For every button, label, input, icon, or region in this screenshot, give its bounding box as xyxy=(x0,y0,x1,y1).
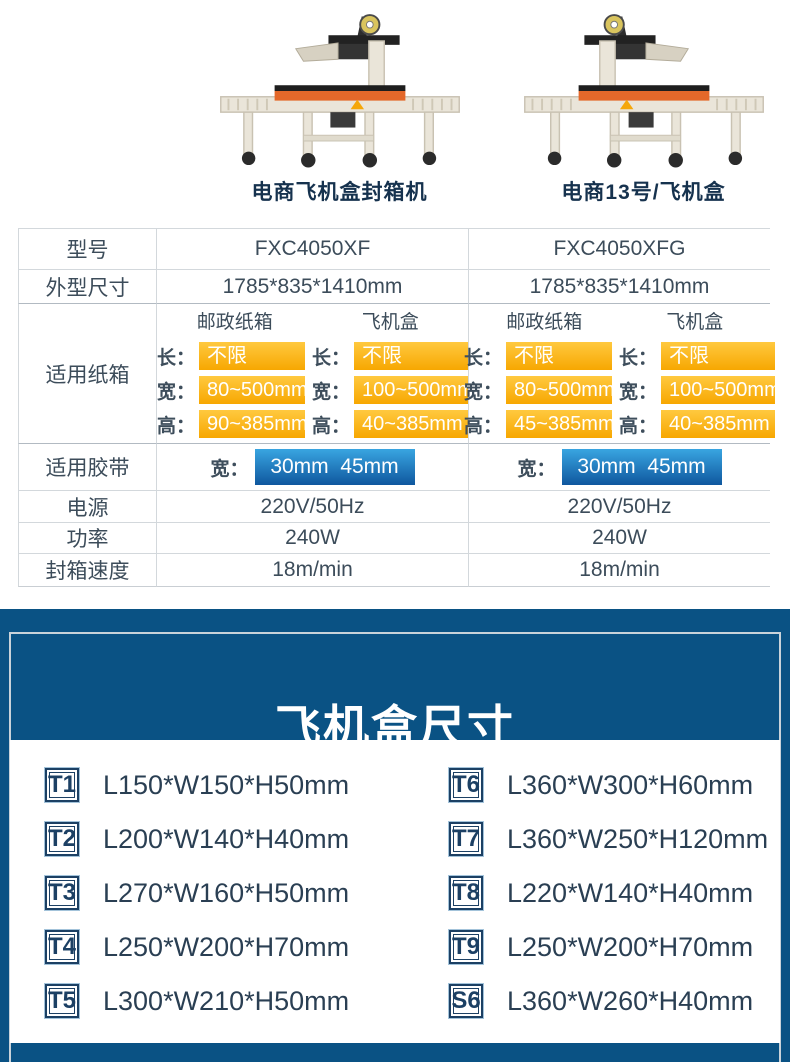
carton-cell-product-1: 邮政纸箱 飞机盒 长： 不限 长： 不限 宽： 80~500mm 宽： 100~… xyxy=(157,303,469,443)
list-item: T3 L270*W160*H50mm xyxy=(10,866,395,920)
spec-label-dimensions: 外型尺寸 xyxy=(18,269,157,303)
box-code-badge: T7 xyxy=(449,822,483,856)
power-value-product-2: 240W xyxy=(469,522,770,553)
postal-box-header: 邮政纸箱 xyxy=(506,312,583,333)
postal-box-header: 邮政纸箱 xyxy=(196,312,273,333)
speed-value-product-1: 18m/min xyxy=(157,553,469,587)
airplane-width-chip: 100~500mm xyxy=(661,376,776,404)
length-label: 长： xyxy=(156,347,195,369)
list-item: T9 L250*W200*H70mm xyxy=(395,920,780,974)
postal-width-chip: 80~500mm xyxy=(199,376,305,404)
tape-width-chip: 30mm 45mm xyxy=(254,449,415,485)
product-1-name: 电商飞机盒封箱机 xyxy=(251,181,428,204)
box-size-value: L200*W140*H40mm xyxy=(103,823,350,854)
power-supply-value-product-2: 220V/50Hz xyxy=(469,490,770,522)
spec-table: 型号 FXC4050XF FXC4050XFG 外型尺寸 1785*835*14… xyxy=(18,228,776,587)
width-label: 宽： xyxy=(619,381,658,403)
box-size-list: T1 L150*W150*H50mm T2 L200*W140*H40mm T3… xyxy=(10,740,780,1028)
height-label: 高： xyxy=(619,415,658,437)
height-label: 高： xyxy=(312,415,351,437)
list-item: T1 L150*W150*H50mm xyxy=(10,758,395,812)
dimensions-value-product-2: 1785*835*1410mm xyxy=(469,269,770,303)
box-size-value: L360*W300*H60mm xyxy=(507,769,754,800)
box-size-value: L300*W210*H50mm xyxy=(103,985,350,1016)
width-label: 宽： xyxy=(312,381,351,403)
postal-width-chip: 80~500mm xyxy=(506,376,612,404)
spec-label-power-supply: 电源 xyxy=(18,490,157,522)
box-sizes-content: T1 L150*W150*H50mm T2 L200*W140*H40mm T3… xyxy=(10,740,780,1043)
length-label: 长： xyxy=(463,347,502,369)
box-code-badge: T1 xyxy=(45,768,79,802)
list-item: T4 L250*W200*H70mm xyxy=(10,920,395,974)
length-label: 长： xyxy=(312,347,351,369)
spec-label-model: 型号 xyxy=(18,228,157,269)
tape-cell-product-2: 宽： 30mm 45mm xyxy=(469,443,770,490)
airplane-length-chip: 不限 xyxy=(661,342,776,370)
box-size-value: L220*W140*H40mm xyxy=(507,877,754,908)
box-code-badge: T9 xyxy=(449,930,483,964)
length-label: 长： xyxy=(619,347,658,369)
list-item: S6 L360*W260*H40mm xyxy=(395,974,780,1028)
box-size-value: L270*W160*H50mm xyxy=(103,877,350,908)
box-size-value: L150*W150*H50mm xyxy=(103,769,350,800)
airplane-length-chip: 不限 xyxy=(354,342,469,370)
airplane-box-header: 飞机盒 xyxy=(666,312,724,333)
tape-width-chip: 30mm 45mm xyxy=(561,449,722,485)
spec-label-tape: 适用胶带 xyxy=(18,443,157,490)
box-code-badge: T8 xyxy=(449,876,483,910)
width-label: 宽： xyxy=(463,381,502,403)
tape-width-label: 宽： xyxy=(210,458,249,480)
power-value-product-1: 240W xyxy=(157,522,469,553)
height-label: 高： xyxy=(463,415,502,437)
list-item: T8 L220*W140*H40mm xyxy=(395,866,780,920)
box-code-badge: T6 xyxy=(449,768,483,802)
power-supply-value-product-1: 220V/50Hz xyxy=(157,490,469,522)
dimensions-value-product-1: 1785*835*1410mm xyxy=(157,269,469,303)
list-item: T2 L200*W140*H40mm xyxy=(10,812,395,866)
postal-height-chip: 45~385mm xyxy=(506,410,612,438)
box-code-badge: T3 xyxy=(45,876,79,910)
box-size-value: L360*W250*H120mm xyxy=(507,823,769,854)
model-value-product-1: FXC4050XF xyxy=(157,228,469,269)
product-2: 电商13号/飞机盒 xyxy=(516,12,771,206)
box-size-value: L360*W260*H40mm xyxy=(507,985,754,1016)
tape-cell-product-1: 宽： 30mm 45mm xyxy=(157,443,469,490)
spec-label-carton: 适用纸箱 xyxy=(18,303,157,443)
postal-height-chip: 90~385mm xyxy=(199,410,305,438)
postal-length-chip: 不限 xyxy=(199,342,305,370)
list-item: T5 L300*W210*H50mm xyxy=(10,974,395,1028)
product-1: 电商飞机盒封箱机 xyxy=(212,12,467,206)
airplane-box-header: 飞机盒 xyxy=(361,312,419,333)
box-size-value: L250*W200*H70mm xyxy=(103,931,350,962)
box-code-badge: S6 xyxy=(449,984,483,1018)
tape-width-label: 宽： xyxy=(517,458,556,480)
model-value-product-2: FXC4050XFG xyxy=(469,228,770,269)
airplane-width-chip: 100~500mm xyxy=(354,376,469,404)
carton-cell-product-2: 邮政纸箱 飞机盒 长： 不限 长： 不限 宽： 80~500mm 宽： 100~… xyxy=(464,303,776,443)
airplane-height-chip: 40~385mm xyxy=(661,410,776,438)
postal-length-chip: 不限 xyxy=(506,342,612,370)
speed-value-product-2: 18m/min xyxy=(469,553,770,587)
list-item: T7 L360*W250*H120mm xyxy=(395,812,780,866)
product-2-name: 电商13号/飞机盒 xyxy=(561,181,726,204)
box-code-badge: T5 xyxy=(45,984,79,1018)
box-code-badge: T4 xyxy=(45,930,79,964)
sealing-machine-photo-2 xyxy=(523,14,764,168)
box-code-badge: T2 xyxy=(45,822,79,856)
height-label: 高： xyxy=(156,415,195,437)
width-label: 宽： xyxy=(156,381,195,403)
spec-label-speed: 封箱速度 xyxy=(18,553,157,587)
box-sizes-panel: 飞机盒尺寸 T1 L150*W150*H50mm T2 L200*W140*H4… xyxy=(0,609,790,1062)
sealing-machine-photo-1 xyxy=(219,14,460,168)
box-size-value: L250*W200*H70mm xyxy=(507,931,754,962)
airplane-height-chip: 40~385mm xyxy=(354,410,469,438)
spec-label-power: 功率 xyxy=(18,522,157,553)
list-item: T6 L360*W300*H60mm xyxy=(395,758,780,812)
product-showcase: 电商飞机盒封箱机 xyxy=(0,0,790,228)
